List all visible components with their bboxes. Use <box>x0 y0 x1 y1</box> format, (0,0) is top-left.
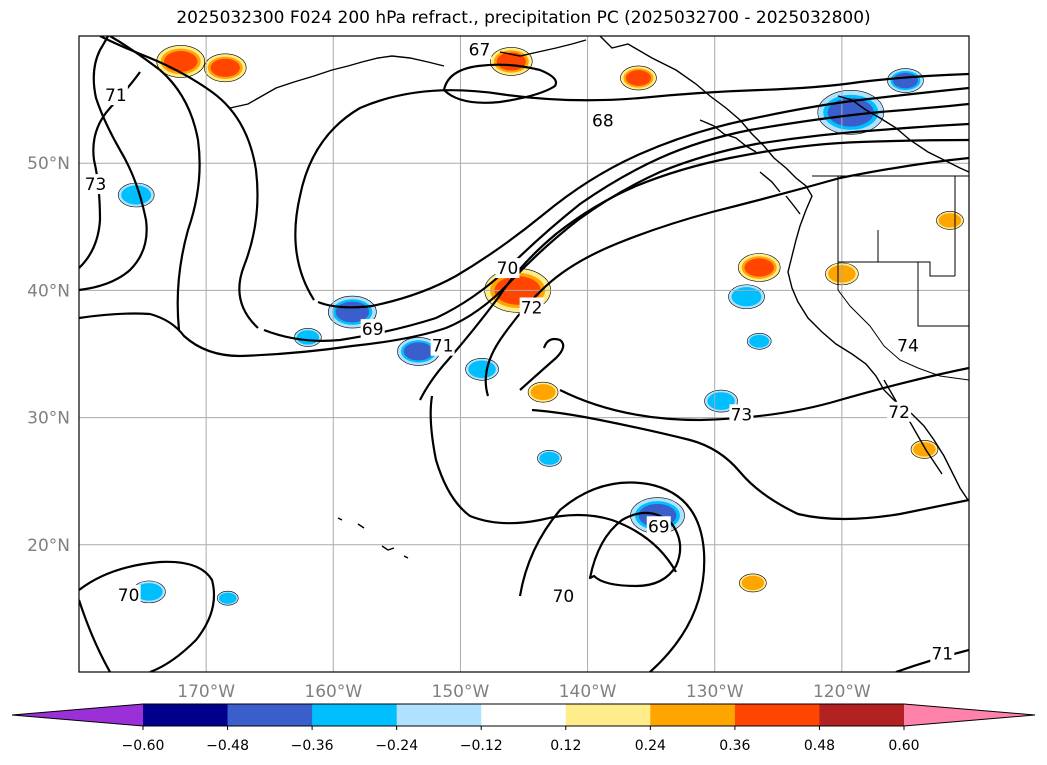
lon-tick-label: 120°W <box>813 682 871 702</box>
lat-tick-label: 30°N <box>27 409 70 429</box>
contour-label: 72 <box>888 403 910 423</box>
precip-patch <box>123 187 149 203</box>
precip-patch <box>210 58 240 77</box>
contour-label: 73 <box>85 175 107 195</box>
contour-label: 71 <box>105 86 127 106</box>
precip-patch <box>625 70 652 86</box>
contour-label-bg <box>590 110 615 131</box>
precip-patch <box>750 336 768 347</box>
colorbar-tick-label: 0.60 <box>888 738 919 754</box>
colorbar-extend-low <box>12 704 143 726</box>
contour-label-bg <box>895 335 920 356</box>
precip-patch <box>470 362 494 377</box>
colorbar-tick-label: 0.48 <box>804 738 835 754</box>
political-borders <box>812 175 969 381</box>
colorbar-extend-high <box>904 704 1035 726</box>
lat-tick-label: 50°N <box>27 154 70 174</box>
precip-patch <box>163 51 198 72</box>
contour-label: 70 <box>553 587 575 607</box>
lat-tick-label: 40°N <box>27 281 70 301</box>
contour-label: 70 <box>118 586 140 606</box>
precip-patch <box>915 443 934 456</box>
precip-patch <box>220 593 236 603</box>
contour-label-bg <box>360 319 385 340</box>
colorbar-tick-label: −0.12 <box>460 738 503 754</box>
contour-label-bg <box>430 335 455 356</box>
contour-label-bg <box>467 39 492 60</box>
colorbar-tick-label: −0.48 <box>206 738 249 754</box>
contour-label: 68 <box>592 111 614 131</box>
refractivity-contours <box>79 36 969 672</box>
colorbar-segment <box>143 704 229 726</box>
colorbar-tick-label: −0.60 <box>122 738 165 754</box>
lon-tick-label: 130°W <box>686 682 744 702</box>
precip-patch <box>541 453 558 464</box>
precip-patch <box>403 342 434 361</box>
precip-patch <box>532 385 554 399</box>
colorbar-tick-label: −0.24 <box>375 738 418 754</box>
colorbar-segment <box>481 704 567 726</box>
colorbar-segment <box>650 704 736 726</box>
precip-patch <box>744 258 774 277</box>
contour-label: 72 <box>521 298 543 318</box>
map-title: 2025032300 F024 200 hPa refract., precip… <box>176 8 871 28</box>
contour-label-bg <box>495 258 520 279</box>
contour-label-bg <box>519 297 544 318</box>
contour-label-bg <box>83 174 108 195</box>
contour-label: 74 <box>897 337 919 357</box>
precip-patch <box>827 98 874 127</box>
longitude-labels: 170°W 160°W 150°W 140°W 130°W 120°W <box>177 682 871 702</box>
map-background <box>79 36 969 672</box>
lon-tick-label: 160°W <box>304 682 362 702</box>
colorbar-tick-label: 0.36 <box>719 738 750 754</box>
contour-label-bg <box>103 85 128 106</box>
contour-label: 69 <box>362 320 384 340</box>
contour-label: 67 <box>469 40 491 60</box>
colorbar-segment <box>819 704 905 726</box>
lat-tick-label: 20°N <box>27 536 70 556</box>
lon-tick-label: 170°W <box>177 682 235 702</box>
contour-label: 70 <box>497 259 519 279</box>
contour-label: 71 <box>432 337 454 357</box>
colorbar-segment <box>312 704 398 726</box>
precip-patch <box>709 393 733 409</box>
contour-label-bg <box>930 643 955 664</box>
colorbar-tick-label: 0.12 <box>550 738 581 754</box>
contour-label-bg <box>551 586 576 607</box>
colorbar-tick-label: 0.24 <box>635 738 666 754</box>
contour-label-bg <box>646 516 671 537</box>
latitude-labels: 20°N 30°N 40°N 50°N <box>27 154 70 556</box>
colorbar-segment <box>396 704 482 726</box>
contour-label-bg <box>729 404 754 425</box>
gridlines <box>79 36 969 672</box>
contour-label-bg <box>887 401 912 422</box>
lon-tick-label: 150°W <box>432 682 490 702</box>
colorbar-segment <box>565 704 651 726</box>
precip-patch <box>137 584 161 600</box>
contour-label: 71 <box>931 644 953 664</box>
contour-label-bg <box>116 584 141 605</box>
colorbar-segment <box>227 704 313 726</box>
precip-patch <box>892 72 919 89</box>
contour-label: 73 <box>731 405 753 425</box>
contour-labels: 67 68 69 70 71 72 73 74 72 69 70 70 71 71 73 <box>83 39 955 664</box>
colorbar-tick-label: −0.36 <box>291 738 334 754</box>
precip-patch <box>940 214 960 227</box>
lon-tick-label: 140°W <box>559 682 617 702</box>
precip-patch <box>743 577 763 589</box>
contour-label: 69 <box>648 517 670 537</box>
precip-patch <box>733 288 760 305</box>
colorbar-segment <box>734 704 820 726</box>
colorbar: −0.60 −0.48 −0.36 −0.24 −0.12 0.12 0.24 0.36 0.4… <box>11 703 1036 754</box>
map-border <box>78 35 970 673</box>
